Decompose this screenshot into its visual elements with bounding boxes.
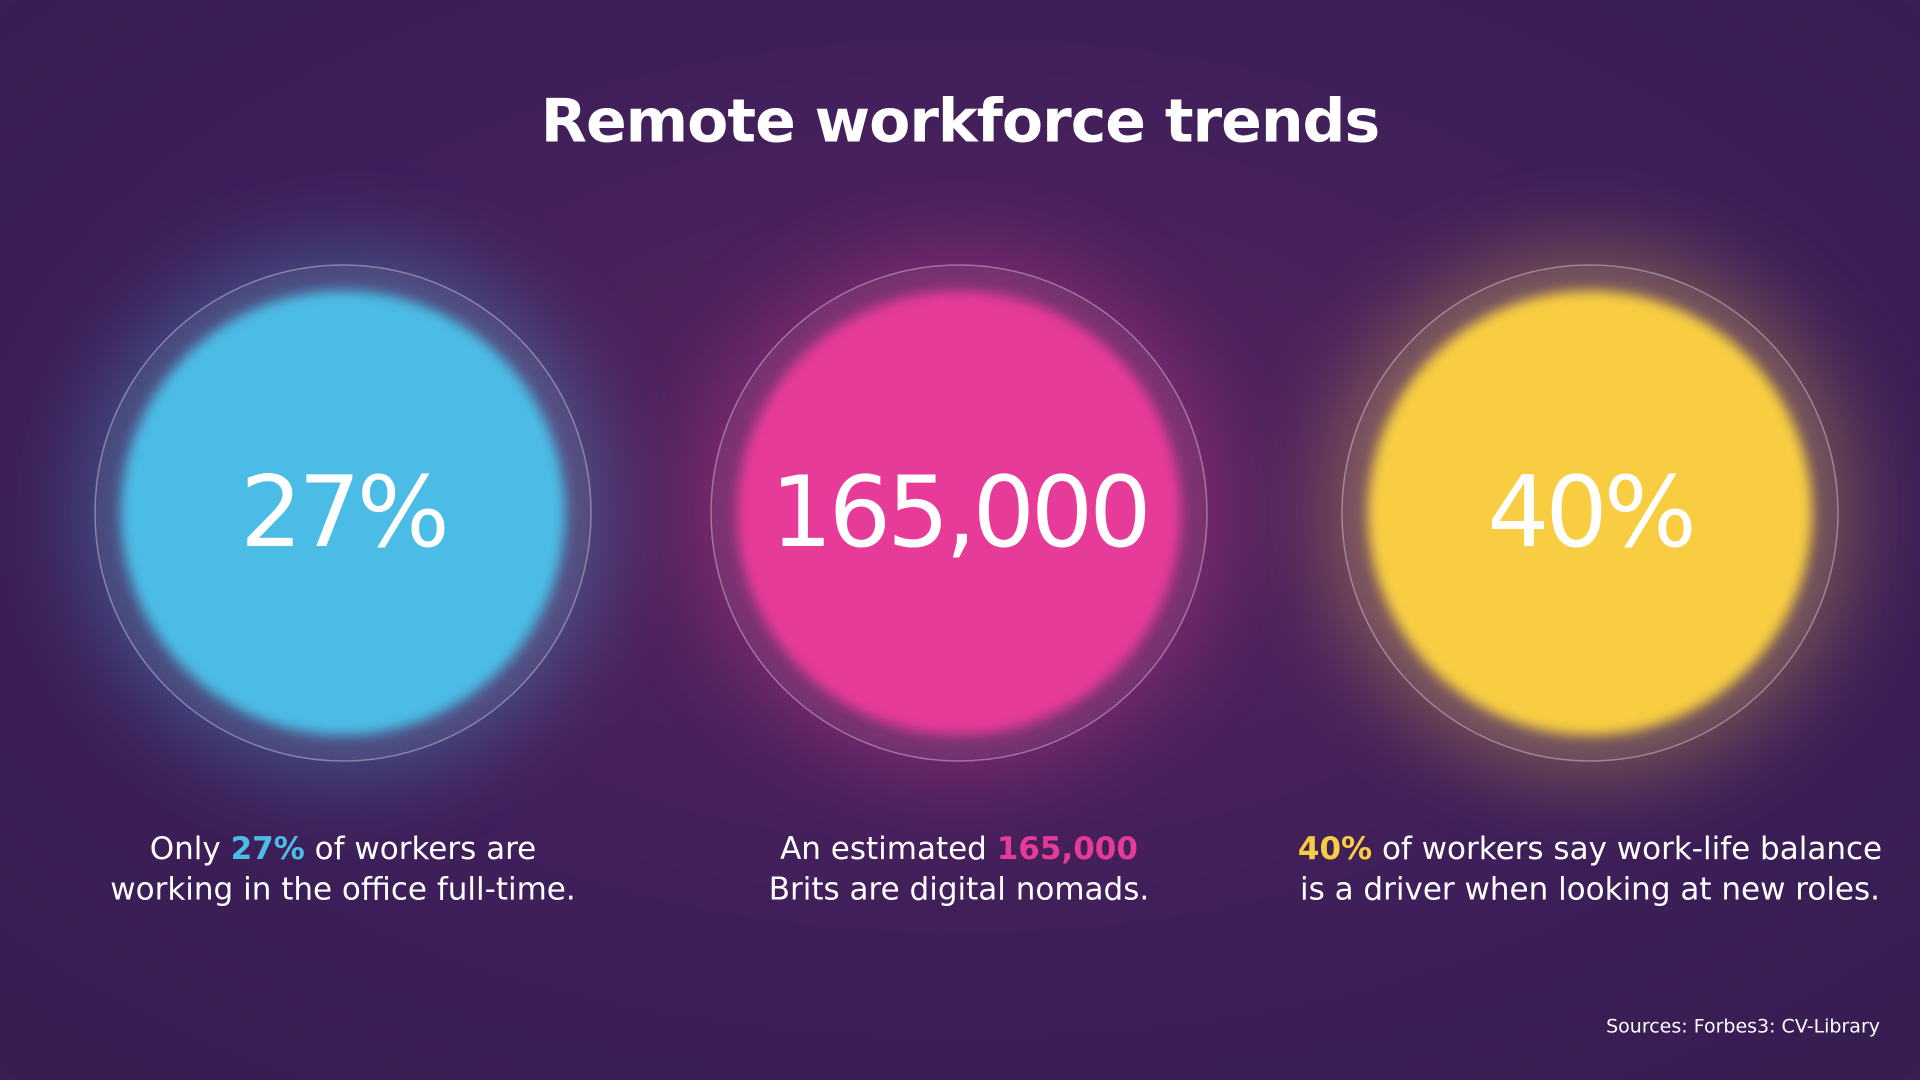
circle [121, 291, 565, 735]
caption-highlight: 27% [231, 831, 305, 867]
caption-text: of workers say work-life balance [1372, 831, 1882, 867]
caption-line: is a driver when looking at new roles. [1300, 872, 1880, 908]
circle [1368, 291, 1812, 735]
caption-text: An estimated [780, 831, 997, 867]
stat: 40%40% of workers say work-life balancei… [1298, 253, 1882, 908]
caption-line: working in the office full-time. [110, 872, 575, 908]
caption-text: of workers are [305, 831, 536, 867]
stat-figure: 27% [240, 456, 446, 570]
title: Remote workforce trends [541, 87, 1379, 157]
caption-line: An estimated 165,000 [780, 831, 1138, 867]
caption-line: Only 27% of workers are [150, 831, 537, 867]
caption-highlight: 165,000 [997, 831, 1138, 867]
caption-line: 40% of workers say work-life balance [1298, 831, 1882, 867]
sources: Sources: Forbes3: CV-Library [1606, 1016, 1880, 1038]
caption-highlight: 40% [1298, 831, 1372, 867]
stat-figure: 165,000 [770, 456, 1147, 570]
caption-line: Brits are digital nomads. [769, 872, 1149, 908]
stat-figure: 40% [1487, 456, 1693, 570]
caption-text: Only [150, 831, 231, 867]
circle [737, 291, 1181, 735]
